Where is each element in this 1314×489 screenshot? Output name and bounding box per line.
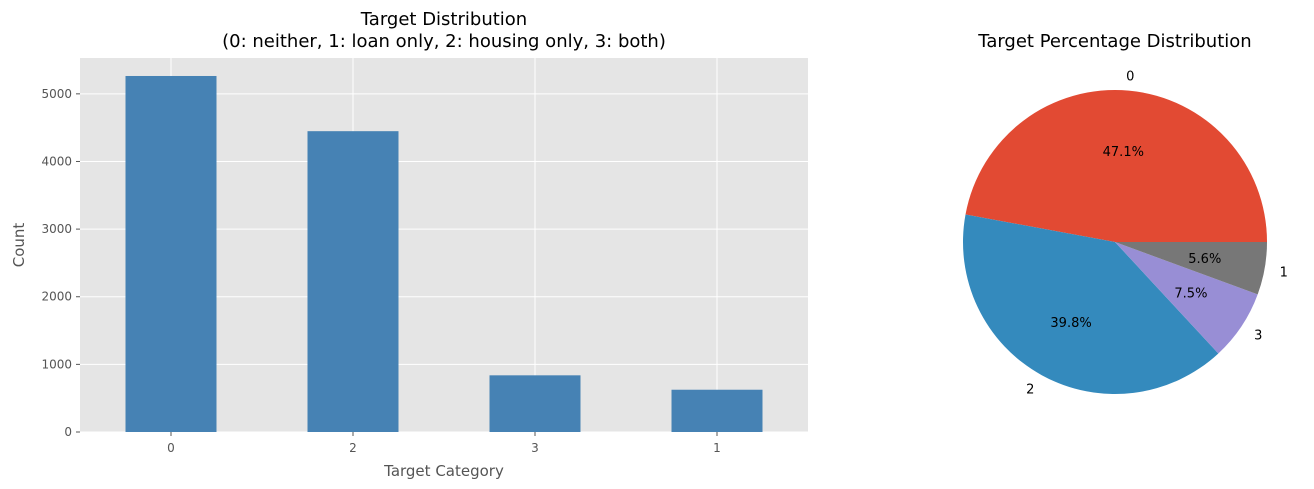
pie-chart: Target Percentage Distribution 0 47.1% 2 39… [963,31,1288,398]
pie-pct-label-3: 7.5% [1174,287,1207,302]
bar-chart: 0 1000 2000 3000 4000 5000 0 2 3 1 Target Distri… [10,9,808,480]
bar-y-tick-label: 5000 [41,87,72,101]
pie-pct-label-0: 47.1% [1103,145,1144,160]
pie-label-0: 0 [1126,69,1134,84]
pie-pct-label-2: 39.8% [1050,316,1091,331]
bar-y-tick-label: 3000 [41,222,72,236]
bar-y-tick-label: 2000 [41,290,72,304]
pie-slice-0 [965,90,1267,243]
bar-x-tick-label: 2 [349,441,357,455]
bar-x-tick-label: 3 [531,441,539,455]
pie-slice-1 [1115,242,1267,295]
bar-2 [307,131,399,432]
bar-x-ticks: 0 2 3 1 [167,432,721,455]
pie-label-1: 1 [1280,265,1288,280]
pie-pct-label-1: 5.6% [1188,252,1221,267]
pie-chart-title: Target Percentage Distribution [977,31,1251,52]
pie-labels: 0 47.1% 2 39.8% 3 7.5% 1 5.6% [1026,69,1288,397]
bar-y-axis-label: Count [10,223,28,268]
bar-y-tick-label: 1000 [41,357,72,371]
pie-label-2: 2 [1026,383,1034,398]
pie-slice-2 [963,214,1219,394]
bar-y-tick-label: 0 [64,425,72,439]
pie-label-3: 3 [1254,329,1262,344]
bar-0 [125,75,217,433]
bar-chart-title-line2: (0: neither, 1: loan only, 2: housing on… [222,31,666,52]
bar-1 [671,389,763,432]
pie-slice-3 [1115,242,1258,354]
bar-y-tick-label: 4000 [41,154,72,168]
bar-bars [125,75,763,433]
bar-chart-title-line1: Target Distribution [360,9,527,30]
bar-x-axis-label: Target Category [383,462,504,480]
bar-x-tick-label: 1 [713,441,721,455]
bar-y-ticks: 0 1000 2000 3000 4000 5000 [41,87,80,439]
bar-x-tick-label: 0 [167,441,175,455]
bar-3 [489,375,581,432]
pie-slices [963,90,1267,394]
